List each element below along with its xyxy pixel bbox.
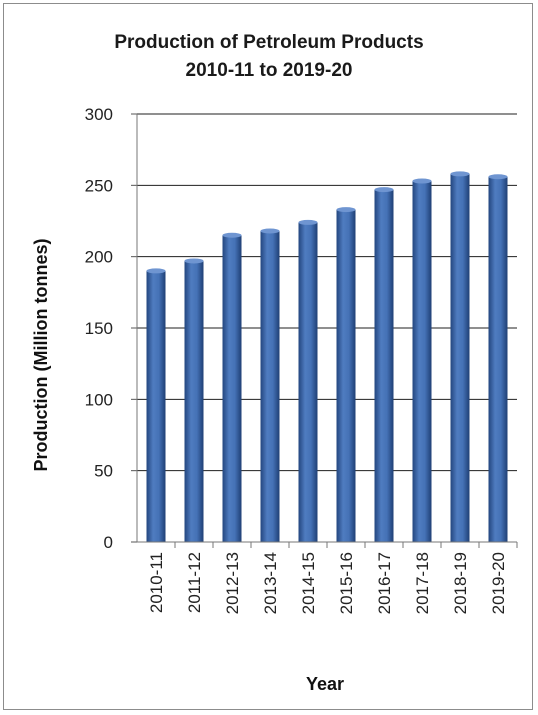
x-tick-label: 2010-11	[147, 552, 166, 613]
bar-cap	[488, 174, 508, 180]
bar-cap	[146, 268, 166, 274]
bar-cap	[412, 178, 432, 184]
bar-cap	[222, 232, 242, 238]
chart-subtitle: 2010-11 to 2019-20	[185, 60, 353, 81]
x-tick-label: 2016-17	[375, 552, 394, 614]
x-tick-label: 2015-16	[337, 552, 356, 614]
bar-cap	[374, 187, 394, 193]
bar	[412, 181, 432, 542]
y-tick-label: 200	[85, 248, 113, 267]
bar	[374, 189, 394, 542]
bar	[222, 235, 242, 542]
x-tick-label: 2012-13	[223, 552, 242, 614]
bar	[336, 209, 356, 542]
bar	[298, 222, 318, 542]
y-tick-label: 100	[85, 390, 113, 409]
x-axis-title: Year	[306, 674, 344, 694]
bar	[260, 230, 280, 542]
bar	[450, 173, 470, 543]
x-tick-label: 2017-18	[413, 552, 432, 614]
y-tick-label: 0	[104, 533, 113, 552]
bar-cap	[260, 228, 280, 234]
x-tick-label: 2019-20	[489, 552, 508, 614]
bar	[488, 176, 508, 543]
y-tick-label: 150	[85, 319, 113, 338]
x-tick-label: 2018-19	[451, 552, 470, 614]
y-tick-label: 250	[85, 176, 113, 195]
bar-cap	[184, 258, 204, 264]
chart-title: Production of Petroleum Products	[114, 32, 424, 53]
y-tick-label: 300	[85, 105, 113, 124]
x-tick-label: 2013-14	[261, 552, 280, 614]
bar	[146, 270, 166, 542]
x-tick-label: 2011-12	[185, 552, 204, 613]
y-tick-label: 50	[94, 462, 113, 481]
bar-cap	[298, 219, 318, 225]
x-tick-label: 2014-15	[299, 552, 318, 614]
bars	[146, 171, 508, 543]
bar-cap	[450, 171, 470, 177]
bar	[184, 260, 204, 542]
y-axis-title: Production (Million tonnes)	[31, 239, 51, 472]
bar-cap	[336, 207, 356, 213]
axes: 0 50 100 150 200 250 300 2010-11 2011-12 2012-13 2…	[85, 105, 518, 614]
